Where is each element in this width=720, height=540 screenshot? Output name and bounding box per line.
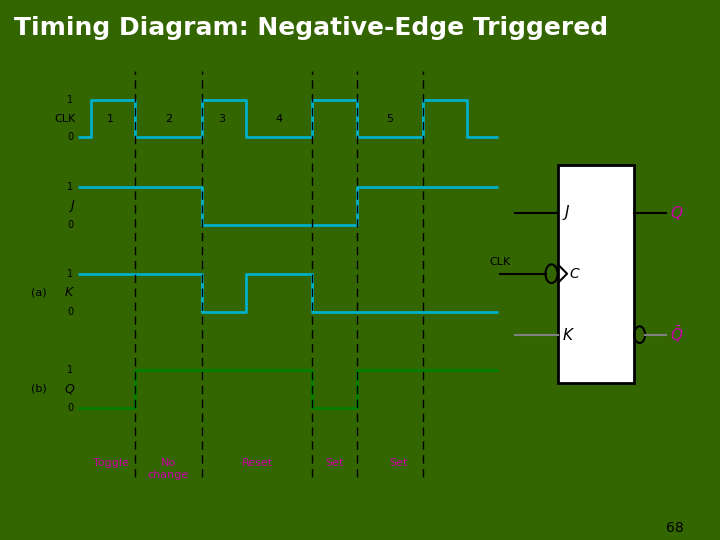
Text: Set: Set	[390, 458, 408, 468]
Text: $J$: $J$	[68, 198, 76, 214]
Text: 1: 1	[107, 113, 114, 124]
Text: Reset: Reset	[241, 458, 273, 468]
Text: CLK: CLK	[489, 257, 510, 267]
Text: 1: 1	[67, 365, 73, 375]
Text: $\bar{Q}$: $\bar{Q}$	[670, 324, 684, 345]
Text: $K$: $K$	[562, 327, 575, 343]
Text: 68: 68	[666, 521, 684, 535]
Text: $J$: $J$	[562, 203, 571, 222]
Text: No
change: No change	[148, 458, 189, 480]
Text: $Q$: $Q$	[64, 382, 76, 396]
Text: 3: 3	[218, 113, 225, 124]
Text: $C$: $C$	[570, 267, 581, 281]
Text: 2: 2	[165, 113, 172, 124]
Text: 0: 0	[67, 132, 73, 143]
Text: CLK: CLK	[54, 113, 76, 124]
Text: $Q$: $Q$	[670, 204, 684, 222]
Text: 0: 0	[67, 402, 73, 413]
Text: 4: 4	[276, 113, 283, 124]
Text: (a): (a)	[31, 288, 47, 298]
Bar	[558, 165, 634, 382]
Text: Toggle: Toggle	[93, 458, 129, 468]
Text: $K$: $K$	[64, 286, 76, 299]
Text: 1: 1	[67, 94, 73, 105]
Text: (b): (b)	[31, 384, 47, 394]
Text: 1: 1	[67, 182, 73, 192]
Text: 0: 0	[67, 220, 73, 229]
Text: 1: 1	[67, 269, 73, 279]
Text: 0: 0	[67, 307, 73, 317]
Text: 5: 5	[387, 113, 393, 124]
Text: Set: Set	[325, 458, 343, 468]
Text: Timing Diagram: Negative-Edge Triggered: Timing Diagram: Negative-Edge Triggered	[14, 16, 608, 40]
